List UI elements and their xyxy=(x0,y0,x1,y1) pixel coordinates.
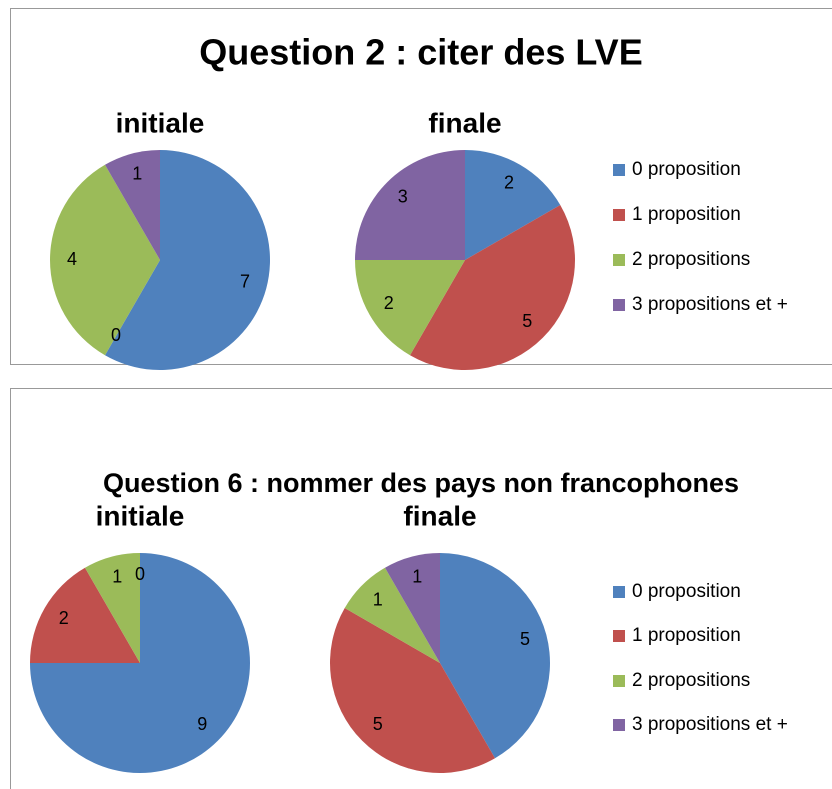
legend-label: 0 proposition xyxy=(632,581,741,602)
data-label: 4 xyxy=(67,249,77,269)
legend-label: 1 proposition xyxy=(632,204,741,225)
pie-slice xyxy=(385,553,440,663)
data-label: 9 xyxy=(197,714,207,734)
data-label: 2 xyxy=(59,608,69,628)
legend-swatch xyxy=(613,719,625,731)
legend-label: 1 proposition xyxy=(632,625,741,646)
pie-slice xyxy=(330,608,495,773)
data-label: 1 xyxy=(412,567,422,587)
data-label: 5 xyxy=(373,714,383,734)
data-label: 1 xyxy=(132,164,142,184)
pie-title: initiale xyxy=(116,107,205,138)
pie-slice xyxy=(30,567,140,663)
pie-slice xyxy=(344,567,440,663)
data-label: 2 xyxy=(384,293,394,313)
legend-swatch xyxy=(613,209,625,221)
chart-title: Question 2 : citer des LVE xyxy=(199,32,642,73)
pie-slice xyxy=(105,150,271,370)
data-label: 3 xyxy=(398,187,408,207)
data-label: 0 xyxy=(111,325,121,345)
data-label: 2 xyxy=(504,173,514,193)
data-label: 1 xyxy=(112,567,122,587)
legend-swatch xyxy=(613,164,625,176)
legend-swatch xyxy=(613,630,625,642)
pie-title: finale xyxy=(428,107,501,138)
legend-label: 3 propositions et + xyxy=(632,294,788,315)
legend-swatch xyxy=(613,299,625,311)
pie-slice xyxy=(355,150,465,260)
legend-label: 2 propositions xyxy=(632,670,750,691)
data-label: 5 xyxy=(522,311,532,331)
data-label: 1 xyxy=(373,590,383,610)
data-label: 5 xyxy=(520,629,530,649)
data-label: 0 xyxy=(135,564,145,584)
pie-slice xyxy=(465,150,561,260)
legend-label: 0 proposition xyxy=(632,159,741,180)
legend-label: 3 propositions et + xyxy=(632,714,788,735)
pie-slice xyxy=(85,553,140,663)
pie-slice xyxy=(354,260,465,356)
legend-swatch xyxy=(613,254,625,266)
legend-swatch xyxy=(613,586,625,598)
data-label: 7 xyxy=(240,272,250,292)
pie-slice xyxy=(440,553,550,759)
legend-swatch xyxy=(613,675,625,687)
legend-label: 2 propositions xyxy=(632,249,750,270)
pie-slice xyxy=(105,150,160,260)
pie-title: initiale xyxy=(96,500,185,531)
chart-title: Question 6 : nommer des pays non francop… xyxy=(103,468,739,498)
pie-title: finale xyxy=(403,500,476,531)
pie-slice xyxy=(410,205,575,371)
